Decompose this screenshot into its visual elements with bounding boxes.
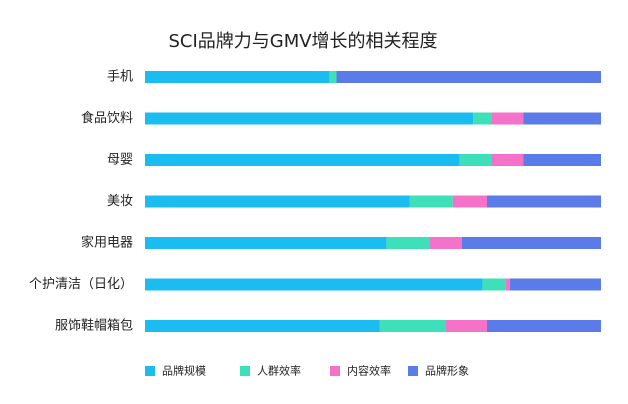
category-label: 母婴 bbox=[107, 153, 133, 168]
bar-segment bbox=[523, 154, 601, 166]
legend-swatch bbox=[240, 366, 250, 376]
bar-segment bbox=[336, 71, 601, 83]
bar-segment bbox=[445, 320, 487, 332]
category-label: 手机 bbox=[107, 70, 133, 85]
bar-segment bbox=[491, 154, 524, 166]
bar-segment bbox=[509, 278, 601, 291]
bar-segment bbox=[505, 278, 510, 291]
bar-segment bbox=[461, 237, 601, 249]
legend-label: 品牌形象 bbox=[425, 364, 469, 378]
category-label: 家用电器 bbox=[81, 235, 133, 251]
bar-segment bbox=[145, 237, 387, 249]
bar-segment bbox=[487, 320, 601, 332]
bar-segment bbox=[452, 195, 487, 208]
bar-segment bbox=[459, 154, 492, 166]
legend-swatch bbox=[408, 366, 418, 376]
chart-title: SCI品牌力与GMV增长的相关程度 bbox=[168, 31, 437, 52]
bar-segment bbox=[523, 112, 601, 125]
legend-swatch bbox=[330, 366, 340, 376]
bar-segment bbox=[491, 112, 524, 125]
category-label: 服饰鞋帽箱包 bbox=[55, 318, 133, 334]
legend-swatch bbox=[145, 366, 155, 376]
bar-segment bbox=[473, 112, 492, 125]
bar-segment bbox=[409, 195, 453, 208]
bar-segment bbox=[145, 71, 330, 83]
bar-segment bbox=[145, 278, 483, 291]
bar-segment bbox=[386, 237, 430, 249]
category-label: 个护清洁（日化） bbox=[29, 277, 133, 292]
legend-label: 品牌规模 bbox=[162, 364, 206, 378]
bar-segment bbox=[145, 154, 460, 166]
legend-label: 内容效率 bbox=[347, 364, 391, 378]
bar-segment bbox=[329, 71, 337, 83]
bar-segment bbox=[379, 320, 446, 332]
legend-label: 人群效率 bbox=[257, 364, 301, 378]
category-label: 美妆 bbox=[107, 194, 133, 209]
bar-segment bbox=[145, 320, 380, 332]
category-label: 食品饮料 bbox=[81, 110, 133, 126]
bar-segment bbox=[487, 195, 601, 208]
bar-segment bbox=[430, 237, 462, 249]
bar-segment bbox=[145, 195, 410, 208]
bar-segment bbox=[482, 278, 506, 291]
bar-segment bbox=[145, 112, 474, 125]
